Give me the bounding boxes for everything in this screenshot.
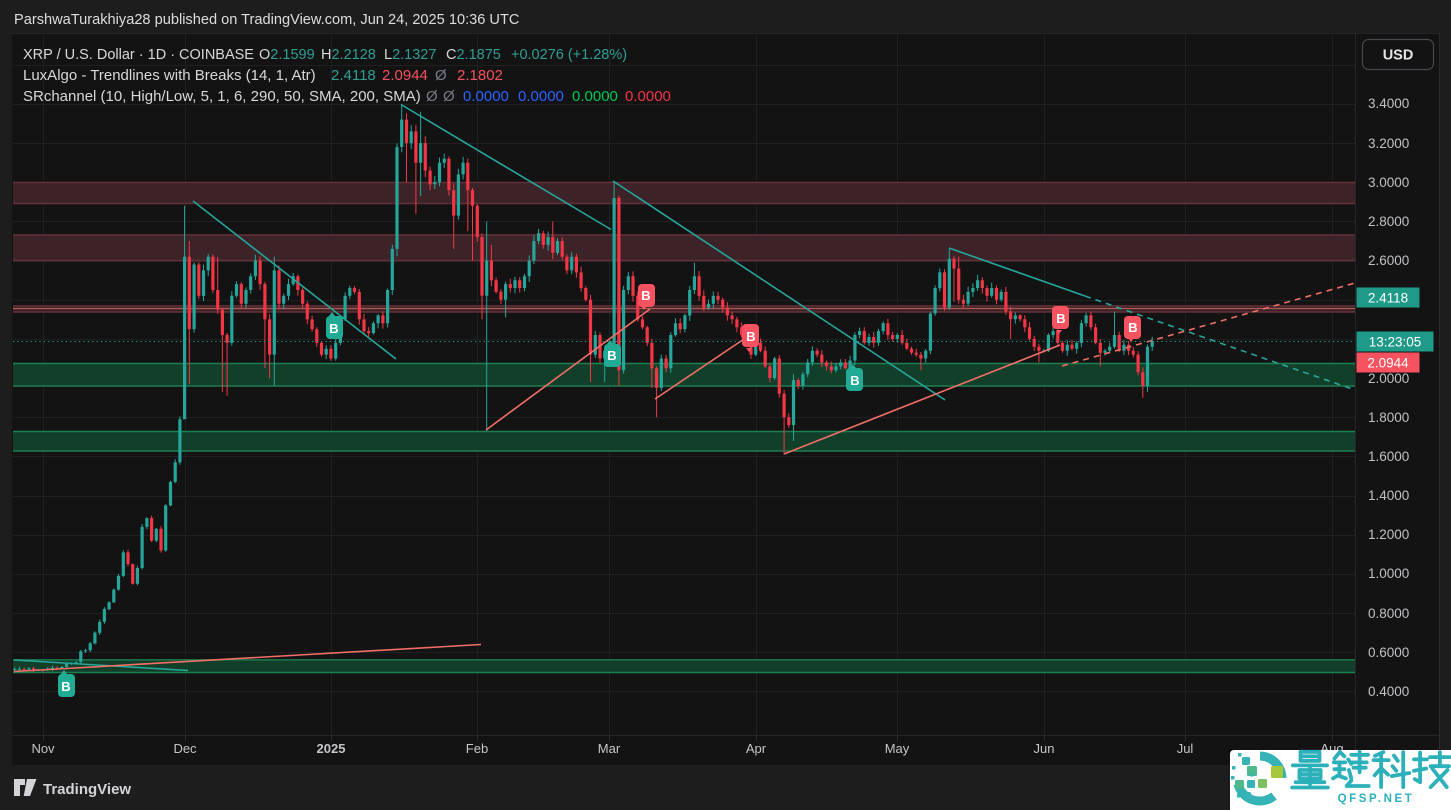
svg-text:3.2000: 3.2000 [1368, 136, 1409, 151]
svg-text:2.6000: 2.6000 [1368, 253, 1409, 268]
svg-text:B: B [641, 288, 650, 303]
svg-text:B: B [1056, 311, 1065, 326]
svg-text:1.0000: 1.0000 [1368, 566, 1409, 581]
svg-text:0.6000: 0.6000 [1368, 645, 1409, 660]
svg-text:B: B [746, 329, 755, 344]
svg-text:1.4000: 1.4000 [1368, 488, 1409, 503]
svg-text:2.8000: 2.8000 [1368, 214, 1409, 229]
svg-text:Dec: Dec [173, 741, 197, 756]
svg-text:XRP / U.S. Dollar · 1D · COINB: XRP / U.S. Dollar · 1D · COINBASE O2.1599… [23, 47, 627, 63]
svg-text:LuxAlgo - Trendlines with Brea: LuxAlgo - Trendlines with Breaks (14, 1,… [23, 67, 503, 84]
svg-text:Nov: Nov [31, 741, 55, 756]
svg-text:13:23:05: 13:23:05 [1369, 335, 1422, 350]
svg-text:B: B [329, 321, 338, 336]
svg-text:B: B [61, 679, 70, 694]
svg-text:3.0000: 3.0000 [1368, 175, 1409, 190]
svg-text:Jul: Jul [1177, 741, 1194, 756]
svg-text:0.8000: 0.8000 [1368, 606, 1409, 621]
svg-text:1.6000: 1.6000 [1368, 449, 1409, 464]
svg-text:Jun: Jun [1034, 741, 1055, 756]
svg-text:USD: USD [1383, 48, 1414, 64]
svg-text:ParshwaTurakhiya28 published o: ParshwaTurakhiya28 published on TradingV… [14, 12, 519, 28]
svg-text:B: B [607, 348, 616, 363]
svg-text:TradingView: TradingView [43, 781, 131, 798]
svg-text:3.4000: 3.4000 [1368, 96, 1409, 111]
svg-text:B: B [850, 373, 859, 388]
svg-text:2025: 2025 [317, 741, 346, 756]
svg-text:2.4118: 2.4118 [1368, 291, 1408, 306]
svg-text:2.0944: 2.0944 [1367, 356, 1409, 371]
svg-text:May: May [885, 741, 910, 756]
svg-text:SRchannel (10, High/Low, 5, 1,: SRchannel (10, High/Low, 5, 1, 6, 290, 5… [23, 88, 671, 105]
svg-text:2.0000: 2.0000 [1368, 371, 1409, 386]
svg-text:1.8000: 1.8000 [1368, 410, 1409, 425]
svg-text:0.4000: 0.4000 [1368, 684, 1409, 699]
svg-text:QFSP.NET: QFSP.NET [1338, 793, 1415, 805]
svg-text:1.2000: 1.2000 [1368, 527, 1409, 542]
svg-text:Mar: Mar [598, 741, 621, 756]
svg-text:Apr: Apr [746, 741, 767, 756]
svg-text:Feb: Feb [466, 741, 488, 756]
svg-text:B: B [1128, 320, 1137, 335]
